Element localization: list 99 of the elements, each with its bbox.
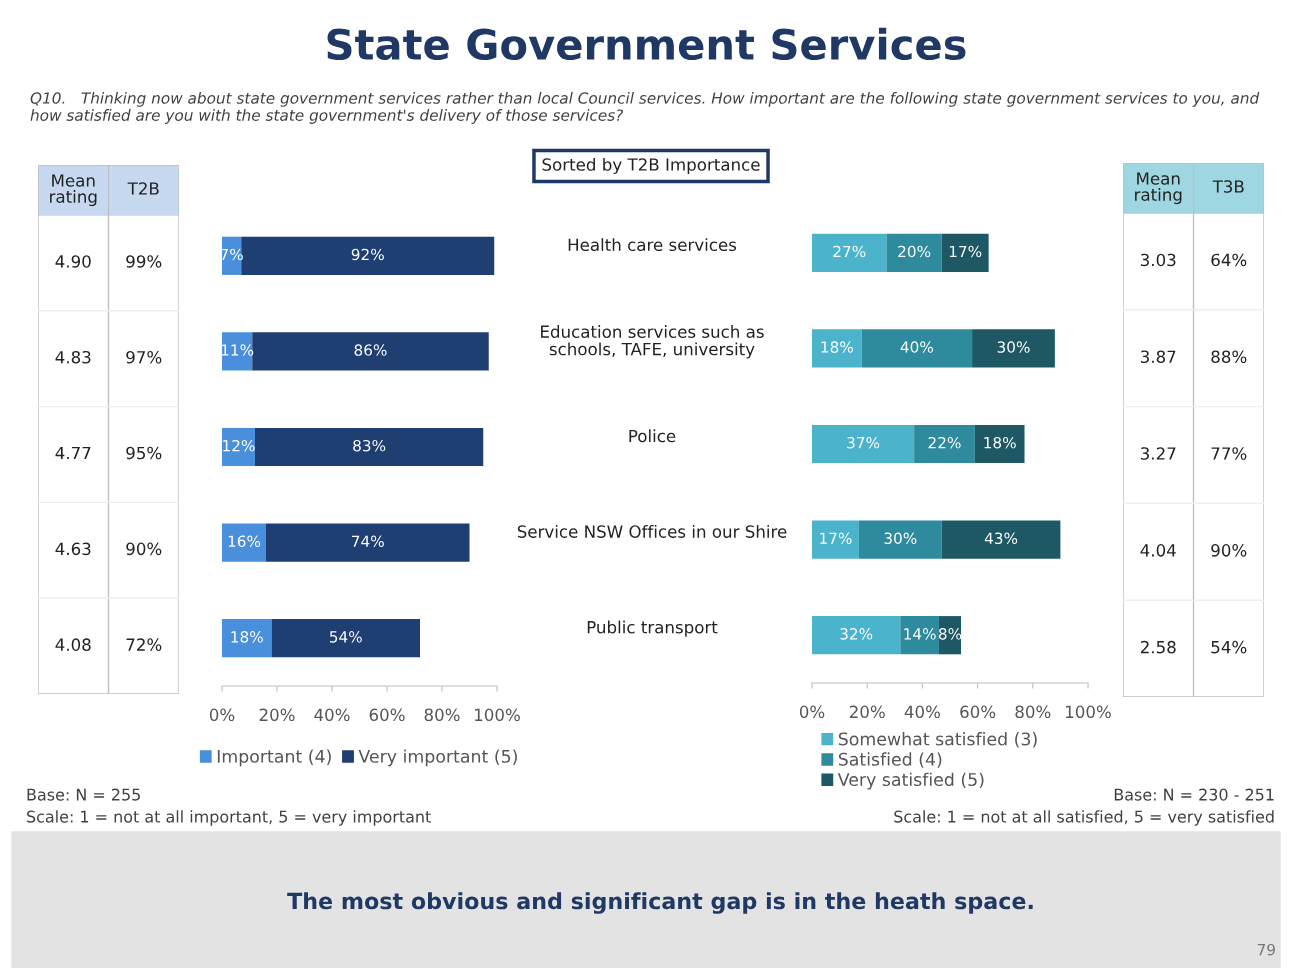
text: Scale: 1 = not at all important, 5 = very important <box>27 810 431 826</box>
data-label: 43% <box>984 532 1018 545</box>
data-label: 32% <box>840 628 873 640</box>
data-label: 74% <box>352 535 384 548</box>
text: 54% <box>1211 640 1247 654</box>
data-label: 92% <box>351 248 384 261</box>
legend-label: Important (4) <box>217 749 331 767</box>
data-label: 86% <box>354 344 387 356</box>
text: 95% <box>126 446 162 460</box>
bar <box>812 616 901 655</box>
text: Q10. Thinking now about state government services rather than local Council services. How important are the following state government services to you, and how satisfied are you with the state government's delivery of those services? <box>30 92 1260 124</box>
data-label: 37% <box>847 436 880 449</box>
bar <box>858 520 942 559</box>
text: 99% <box>126 255 162 268</box>
x-tick-label: 60% <box>369 708 405 722</box>
data-label: 17% <box>820 532 852 545</box>
text: 90% <box>126 542 162 556</box>
data-label: 18% <box>821 341 853 353</box>
x-tick-label: 0% <box>209 708 235 722</box>
text: 77% <box>1211 447 1247 460</box>
text: The most obvious and significant gap is in the heath space. <box>287 892 1033 914</box>
text: T3B <box>1212 180 1244 193</box>
y-tick-label: Health care services <box>568 238 737 252</box>
x-tick-label: 80% <box>424 708 460 722</box>
text: Mean rating <box>50 174 97 207</box>
x-tick-label: 40% <box>314 708 350 722</box>
data-label: 16% <box>228 535 261 548</box>
bar <box>222 427 255 467</box>
text: T2B <box>127 182 159 195</box>
text: Base: N = 255 <box>27 788 140 801</box>
y-tick-label: Education services such as schools, TAFE, university <box>541 325 764 359</box>
x-tick-label: 40% <box>904 705 940 719</box>
bar <box>271 619 420 658</box>
bar <box>222 523 266 562</box>
x-tick-label: 20% <box>849 705 885 719</box>
bar <box>974 424 1025 464</box>
legend-label: Very important (5) <box>358 749 517 767</box>
x-tick-label: 0% <box>799 705 825 719</box>
bar <box>222 619 272 658</box>
text: Sorted by T2B Importance <box>542 157 760 175</box>
legend-label: Somewhat satisfied (3) <box>838 732 1037 748</box>
legend-label: Satisfied (4) <box>838 752 942 768</box>
text: 4.83 <box>55 350 91 364</box>
bar <box>886 233 942 272</box>
text: 4.04 <box>1140 544 1176 557</box>
x-tick-label: 80% <box>1015 705 1051 719</box>
y-tick-label: Service NSW Offices in our Shire <box>517 524 787 538</box>
data-label: 30% <box>997 341 1030 353</box>
text: 4.90 <box>55 255 91 268</box>
x-tick-label: 100% <box>475 708 520 722</box>
text: 4.77 <box>55 446 91 460</box>
bar <box>972 329 1055 368</box>
text: 79 <box>1257 943 1275 956</box>
text: 3.87 <box>1140 350 1176 364</box>
text: 2.58 <box>1140 640 1176 654</box>
data-label: 54% <box>329 631 362 643</box>
text: Base: N = 230 - 251 <box>1114 788 1274 801</box>
x-tick-label: 100% <box>1066 705 1111 719</box>
text: 3.27 <box>1140 447 1176 460</box>
data-label: 22% <box>928 436 961 449</box>
text: 3.03 <box>1140 253 1176 267</box>
y-tick-label: Police <box>629 429 676 443</box>
data-label: 40% <box>900 341 934 353</box>
data-label: 30% <box>884 532 917 545</box>
x-tick-label: 20% <box>259 708 295 722</box>
data-label: 17% <box>949 245 982 258</box>
bar <box>941 520 1061 559</box>
text: State Government Services <box>327 27 966 61</box>
text: 4.08 <box>55 638 91 651</box>
text: Scale: 1 = not at all satisfied, 5 = very satisfied <box>894 810 1274 826</box>
bar <box>266 523 470 562</box>
data-label: 12% <box>223 439 255 452</box>
data-label: 83% <box>353 439 386 452</box>
data-label: 18% <box>231 631 263 643</box>
text: 97% <box>126 350 162 364</box>
bar <box>812 424 915 464</box>
bar <box>861 329 973 368</box>
bar <box>812 520 859 559</box>
y-tick-label: Public transport <box>587 620 718 637</box>
text: 72% <box>126 638 162 651</box>
bar <box>900 616 939 655</box>
data-label: 20% <box>898 245 931 258</box>
text: 64% <box>1211 253 1247 267</box>
bar <box>255 427 484 467</box>
bar <box>941 233 989 272</box>
data-label: 14% <box>904 628 936 640</box>
bar <box>812 233 887 272</box>
text: 90% <box>1211 544 1247 557</box>
text: 88% <box>1211 350 1247 364</box>
text: 4.63 <box>55 542 91 556</box>
bar <box>252 332 489 371</box>
data-label: 27% <box>833 245 866 258</box>
x-tick-label: 60% <box>960 705 996 719</box>
data-label: 18% <box>984 436 1016 449</box>
legend-label: Very satisfied (5) <box>837 772 984 790</box>
bar <box>812 329 862 368</box>
bar <box>241 236 495 275</box>
bar <box>914 424 975 464</box>
text: Mean rating <box>1135 172 1182 205</box>
